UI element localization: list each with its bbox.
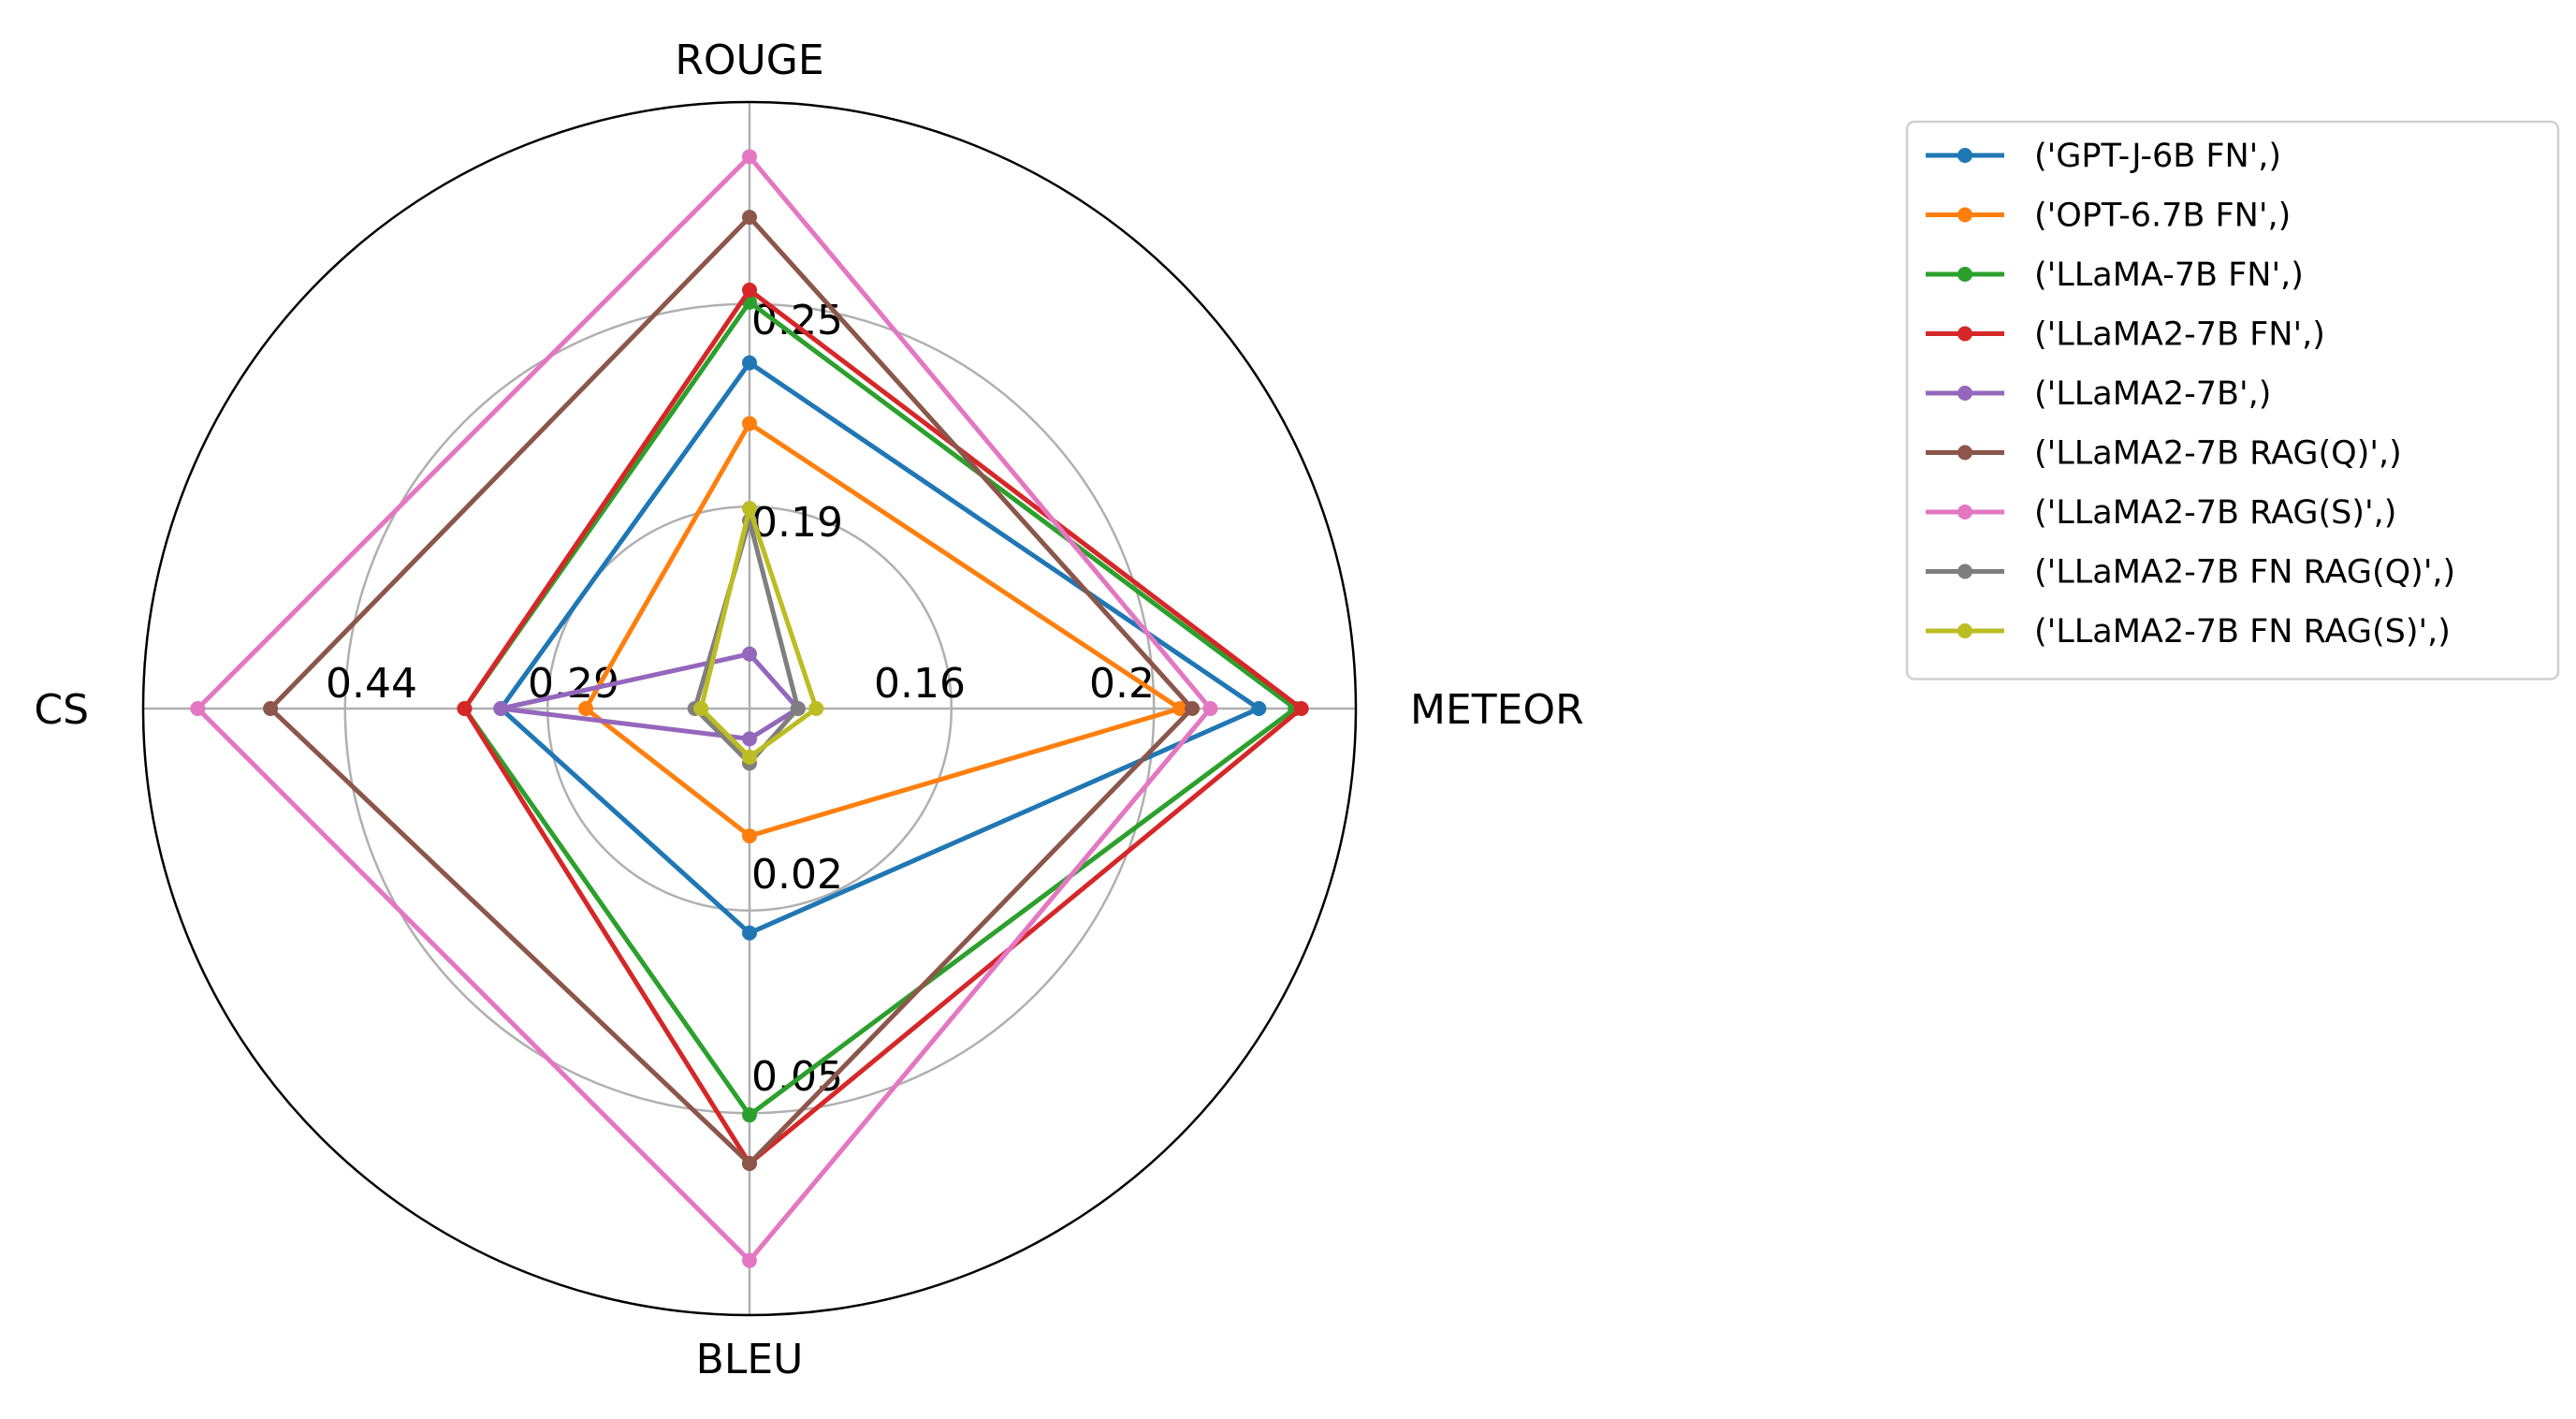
legend-marker-9 <box>1957 623 1972 638</box>
point-6-rouge <box>742 210 757 226</box>
legend-label-8: ('LLaMA2-7B FN RAG(Q)',) <box>2034 554 2455 592</box>
point-6-bleu <box>742 1156 757 1171</box>
legend-entry-1: ('GPT-J-6B FN',) <box>1926 138 2281 175</box>
point-7-rouge <box>742 149 757 165</box>
legend-entry-7: ('LLaMA2-7B RAG(S)',) <box>1926 494 2396 532</box>
point-2-bleu <box>742 828 757 844</box>
legend-label-1: ('GPT-J-6B FN',) <box>2034 138 2281 175</box>
tick-cs-2: 0.44 <box>326 660 417 708</box>
legend-entry-2: ('OPT-6.7B FN',) <box>1926 197 2291 235</box>
point-4-meteor <box>1293 701 1309 716</box>
point-2-meteor <box>1172 701 1188 716</box>
legend: ('GPT-J-6B FN',) ('OPT-6.7B FN',) ('LLaMA-… <box>1905 120 2560 680</box>
point-6-meteor <box>1185 701 1201 716</box>
legend-entry-6: ('LLaMA2-7B RAG(Q)',) <box>1926 435 2402 473</box>
series-line-1 <box>498 360 1261 936</box>
legend-label-3: ('LLaMA-7B FN',) <box>2034 256 2304 294</box>
tick-meteor-1: 0.16 <box>874 660 966 708</box>
legend-entry-8: ('LLaMA2-7B FN RAG(Q)',) <box>1926 554 2455 592</box>
series-line-2 <box>583 420 1183 839</box>
point-4-cs <box>457 701 473 716</box>
point-2-cs <box>578 701 594 716</box>
axis-label-cs: CS <box>34 686 89 734</box>
legend-entry-5: ('LLaMA2-7B',) <box>1926 375 2271 413</box>
point-5-bleu <box>742 731 757 747</box>
axis-label-meteor: METEOR <box>1410 686 1584 734</box>
point-9-bleu <box>742 749 757 765</box>
legend-label-9: ('LLaMA2-7B FN RAG(S)',) <box>2034 613 2451 651</box>
legend-marker-4 <box>1957 326 1972 342</box>
point-5-cs <box>493 701 509 716</box>
point-1-meteor <box>1251 701 1267 716</box>
series-line-8 <box>692 518 801 766</box>
legend-label-5: ('LLaMA2-7B',) <box>2034 375 2271 413</box>
point-9-rouge <box>742 501 757 517</box>
point-7-bleu <box>742 1252 757 1268</box>
legend-marker-7 <box>1957 505 1972 519</box>
legend-label-6: ('LLaMA2-7B RAG(Q)',) <box>2034 435 2402 473</box>
series-4 <box>457 282 1309 1171</box>
point-8-meteor <box>790 701 806 716</box>
point-9-meteor <box>808 701 824 716</box>
series-layer <box>190 149 1309 1268</box>
series-7 <box>190 149 1218 1268</box>
legend-marker-5 <box>1957 386 1972 401</box>
legend-marker-6 <box>1957 445 1972 461</box>
legend-label-7: ('LLaMA2-7B RAG(S)',) <box>2034 494 2396 532</box>
point-1-rouge <box>742 355 757 371</box>
axis-label-rouge: ROUGE <box>675 37 823 84</box>
legend-marker-3 <box>1957 267 1972 282</box>
outer-ring <box>141 100 1358 1317</box>
point-5-rouge <box>742 646 757 662</box>
legend-marker-8 <box>1957 563 1972 579</box>
legend-label-2: ('OPT-6.7B FN',) <box>2034 197 2291 235</box>
point-7-meteor <box>1202 701 1218 716</box>
tick-bleu-1: 0.02 <box>751 851 843 899</box>
legend-label-4: ('LLaMA2-7B FN',) <box>2034 316 2325 354</box>
point-9-cs <box>693 701 709 716</box>
series-6 <box>263 210 1201 1171</box>
legend-box <box>1905 120 2560 680</box>
series-9 <box>693 501 824 765</box>
legend-entry-4: ('LLaMA2-7B FN',) <box>1926 316 2325 354</box>
axis-label-bleu: BLEU <box>696 1336 804 1383</box>
legend-entry-9: ('LLaMA2-7B FN RAG(S)',) <box>1926 613 2451 651</box>
legend-entry-3: ('LLaMA-7B FN',) <box>1926 256 2304 294</box>
point-1-bleu <box>742 925 757 941</box>
point-6-cs <box>263 701 279 716</box>
series-2 <box>578 416 1188 844</box>
legend-marker-1 <box>1957 148 1972 163</box>
tick-rouge-1: 0.19 <box>751 499 843 547</box>
point-7-cs <box>190 701 206 716</box>
point-4-rouge <box>742 282 757 298</box>
legend-marker-2 <box>1957 207 1972 223</box>
point-3-bleu <box>742 1107 757 1123</box>
axis-labels: ROUGE METEOR BLEU CS <box>34 37 1583 1383</box>
point-2-rouge <box>742 416 757 432</box>
